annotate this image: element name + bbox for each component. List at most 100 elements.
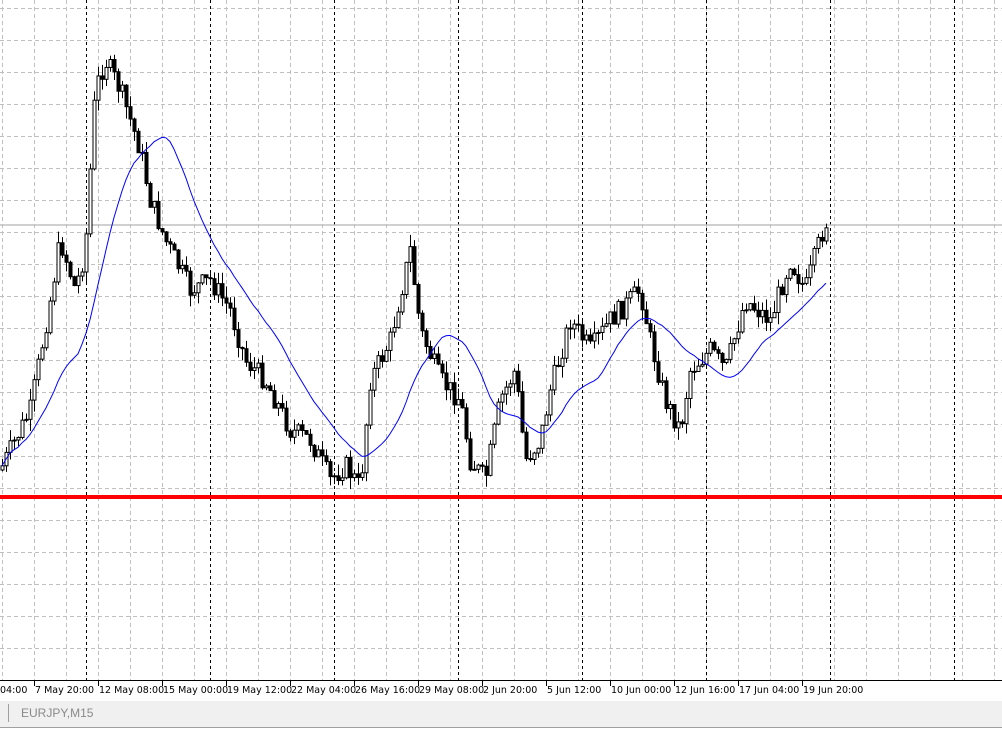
candle xyxy=(800,276,805,292)
candle xyxy=(376,351,381,379)
candle xyxy=(12,436,17,451)
candle xyxy=(820,230,825,248)
candle xyxy=(52,277,57,306)
candle xyxy=(296,422,301,436)
candle xyxy=(128,96,133,127)
candle xyxy=(200,274,205,286)
x-tick-label: 2 Jun 20:00 xyxy=(483,685,537,696)
candle xyxy=(676,411,681,440)
x-tick-label: 26 May 16:00 xyxy=(355,685,420,696)
candle xyxy=(732,337,737,351)
candle xyxy=(196,281,201,304)
x-tick-label: 17 Jun 04:00 xyxy=(739,685,799,696)
candle xyxy=(612,304,617,325)
candle xyxy=(452,372,457,414)
candle xyxy=(648,319,653,338)
candle xyxy=(380,349,385,368)
candle xyxy=(724,358,729,365)
candle xyxy=(252,357,257,380)
candle xyxy=(756,301,761,328)
candle xyxy=(124,84,129,119)
candle xyxy=(352,469,357,482)
candle xyxy=(208,273,213,286)
candle xyxy=(464,403,469,443)
candle xyxy=(448,382,453,400)
candle xyxy=(48,297,53,335)
candle xyxy=(104,59,109,86)
candle xyxy=(552,355,557,396)
candle xyxy=(768,307,773,332)
x-tick-label: 12 May 08:00 xyxy=(99,685,164,696)
candle xyxy=(776,279,781,325)
candle xyxy=(384,345,389,363)
moving-average-line xyxy=(1,136,827,467)
x-tick-label: 15 May 00:00 xyxy=(163,685,228,696)
candle xyxy=(588,328,593,344)
candle xyxy=(572,319,577,339)
candle xyxy=(728,336,733,364)
candle xyxy=(528,450,533,462)
candle xyxy=(760,302,765,324)
candle xyxy=(288,428,293,442)
candle xyxy=(504,380,509,405)
candle xyxy=(712,340,717,352)
candle xyxy=(476,463,481,474)
candle xyxy=(224,286,229,314)
candle xyxy=(696,358,701,373)
candle xyxy=(260,355,265,390)
candle xyxy=(400,290,405,315)
candle xyxy=(488,440,493,477)
candle xyxy=(312,444,317,462)
candle xyxy=(568,319,573,340)
candle xyxy=(244,340,249,367)
candle xyxy=(620,300,625,320)
candle xyxy=(592,321,597,349)
tab-eurjpy-m15[interactable]: EURJPY,M15 xyxy=(8,704,93,722)
candle xyxy=(316,445,321,458)
candle xyxy=(460,392,465,409)
candle xyxy=(212,272,217,300)
candle xyxy=(824,223,829,245)
candle xyxy=(656,350,661,386)
candle xyxy=(328,458,333,486)
candle xyxy=(428,340,433,360)
candle xyxy=(112,54,117,80)
candle xyxy=(64,250,69,272)
candle xyxy=(96,66,101,111)
candle xyxy=(92,91,97,171)
candle xyxy=(320,441,325,467)
candle xyxy=(188,267,193,307)
candle xyxy=(148,181,153,208)
candle xyxy=(236,322,241,358)
candle xyxy=(20,412,25,440)
x-tick-label: 19 Jun 20:00 xyxy=(803,685,863,696)
candle xyxy=(276,401,281,416)
candle xyxy=(248,352,253,377)
candle xyxy=(540,424,545,454)
candle xyxy=(116,68,121,103)
candle xyxy=(216,272,221,303)
candle xyxy=(580,320,585,348)
candle xyxy=(692,361,697,381)
candle xyxy=(304,430,309,436)
candle xyxy=(168,238,173,254)
x-tick-label: 04:00 xyxy=(0,685,27,696)
candle xyxy=(228,297,233,317)
candle xyxy=(272,384,277,409)
candle xyxy=(432,348,437,365)
candle xyxy=(672,403,677,432)
candle xyxy=(576,314,581,332)
x-tick-label: 12 Jun 16:00 xyxy=(675,685,735,696)
candle xyxy=(368,382,373,430)
candle xyxy=(804,268,809,286)
candle xyxy=(324,449,329,465)
candle xyxy=(44,327,49,351)
candle xyxy=(344,454,349,480)
candle xyxy=(152,200,157,214)
grid xyxy=(0,0,1002,680)
candle xyxy=(632,281,637,293)
candle xyxy=(808,255,813,286)
candle xyxy=(8,430,13,460)
